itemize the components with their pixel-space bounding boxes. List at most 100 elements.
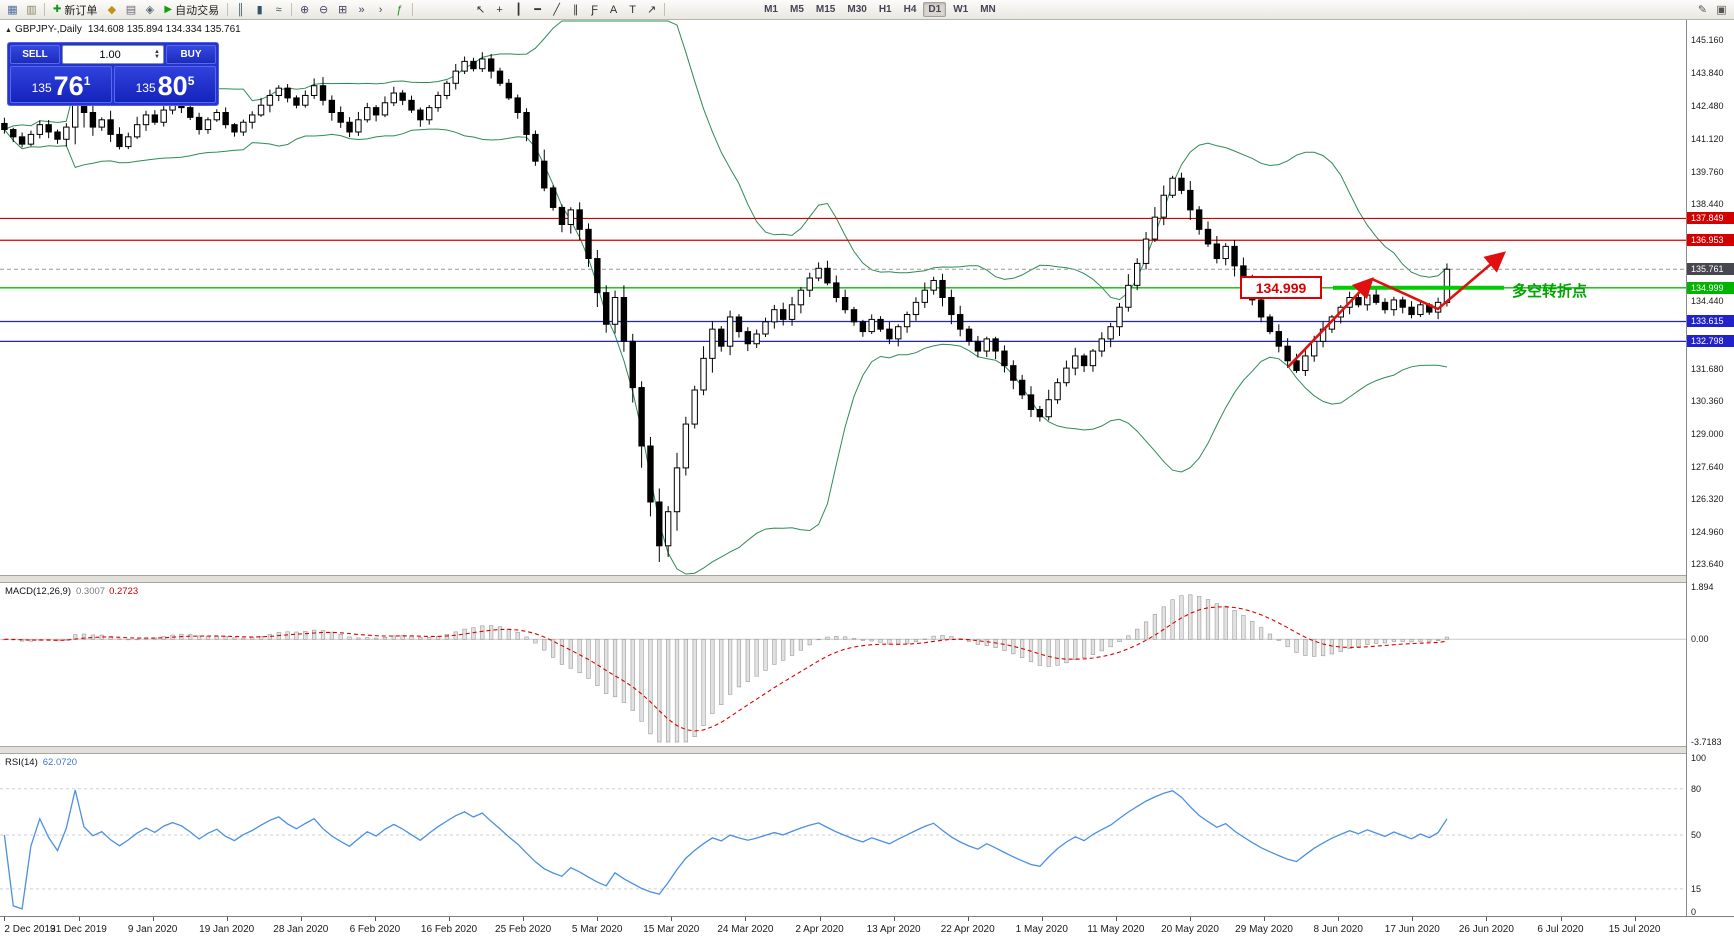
pane-separator[interactable] bbox=[0, 746, 1734, 754]
buy-button[interactable]: BUY bbox=[166, 45, 216, 64]
volume-down-icon[interactable]: ▼ bbox=[154, 53, 160, 60]
rsi-line bbox=[3, 789, 1448, 910]
sell-button[interactable]: SELL bbox=[10, 45, 60, 64]
time-axis-label: 5 Mar 2020 bbox=[571, 924, 623, 935]
new-chart-icon[interactable]: ▦ bbox=[7, 4, 18, 16]
bollinger-lower-line bbox=[4, 128, 1448, 575]
time-axis-tick bbox=[226, 917, 228, 921]
chart-shift-icon[interactable]: › bbox=[378, 3, 383, 16]
time-axis-tick bbox=[1412, 917, 1414, 921]
toolbar-separator bbox=[44, 3, 45, 16]
horizontal-level-lines[interactable] bbox=[0, 217, 1686, 343]
candlestick-chart-icon[interactable]: ▮ bbox=[256, 4, 263, 16]
data-window-icon[interactable]: ▤ bbox=[125, 4, 137, 16]
layout-icon[interactable]: ▣ bbox=[1716, 4, 1727, 16]
price-scale-label: 130.360 bbox=[1691, 395, 1724, 406]
timeframe-m15-button[interactable]: M15 bbox=[815, 4, 836, 15]
time-axis-tick bbox=[1264, 917, 1266, 921]
main-toolbar: ▦ ▥ ✚ 新订单 ◆ ▤ ◈ ▶ 自动交易 ║ ▮ ≈ ⊕ ⊖ ⊞ » › ƒ ↖ + ┃ ━ ╱ ∥ Ƒ A T ↗ M1 M5 M15… bbox=[0, 0, 1734, 20]
time-axis-label: 24 Mar 2020 bbox=[717, 924, 774, 935]
pivot-annotation-text[interactable]: 多空转折点 bbox=[1512, 283, 1588, 300]
rsi-indicator-label: RSI(14) 62.0720 bbox=[5, 757, 77, 768]
text-icon[interactable]: A bbox=[609, 3, 618, 16]
volume-input[interactable]: 1.00 ▲ ▼ bbox=[62, 45, 164, 64]
buy-price-pips: 80 bbox=[157, 71, 188, 101]
symbol-tree-toggle-icon[interactable]: ▲ bbox=[5, 27, 12, 34]
vertical-line-icon[interactable]: ┃ bbox=[515, 4, 522, 16]
time-axis-tick bbox=[745, 917, 747, 921]
volume-spinner[interactable]: ▲ ▼ bbox=[154, 48, 160, 60]
buy-price-button[interactable]: 135 80 5 bbox=[114, 66, 216, 103]
price-scale-label: 129.000 bbox=[1691, 428, 1724, 439]
timeframe-h1-button[interactable]: H1 bbox=[878, 4, 892, 15]
trendline-icon[interactable]: ╱ bbox=[553, 4, 560, 16]
time-axis-label: 19 Jan 2020 bbox=[199, 924, 255, 935]
price-scale[interactable]: 145.160 143.840 142.480 141.120 139.760 138.4… bbox=[1686, 20, 1734, 917]
crosshair-icon[interactable]: + bbox=[496, 3, 503, 16]
time-axis-tick bbox=[893, 917, 895, 921]
trend-arrow bbox=[1287, 277, 1374, 368]
time-axis-label: 20 May 2020 bbox=[1161, 924, 1219, 935]
fibonacci-icon[interactable]: Ƒ bbox=[591, 3, 598, 16]
bar-chart-icon[interactable]: ║ bbox=[236, 3, 245, 16]
autotrading-button-label: 自动交易 bbox=[175, 4, 220, 17]
auto-scroll-icon[interactable]: » bbox=[358, 3, 365, 16]
tile-windows-icon[interactable]: ⊞ bbox=[337, 4, 348, 16]
timeframe-mn-button[interactable]: MN bbox=[980, 4, 996, 15]
new-order-button[interactable]: ✚ 新订单 bbox=[48, 1, 102, 18]
indicators-icon[interactable]: ƒ bbox=[396, 3, 403, 16]
price-scale-label: 143.840 bbox=[1691, 67, 1724, 78]
time-axis-tick bbox=[671, 917, 673, 921]
time-axis[interactable]: 2 Dec 2019 31 Dec 2019 9 Jan 2020 19 Jan 20… bbox=[0, 916, 1734, 942]
horizontal-line-icon[interactable]: ━ bbox=[534, 4, 541, 16]
timeframe-m5-button[interactable]: M5 bbox=[790, 4, 804, 15]
sell-price-prefix: 135 bbox=[31, 81, 52, 95]
rsi-pane[interactable] bbox=[0, 754, 1686, 916]
channel-icon[interactable]: ∥ bbox=[572, 4, 579, 16]
sell-price-button[interactable]: 135 76 1 bbox=[10, 66, 112, 103]
price-scale-label: 123.640 bbox=[1691, 559, 1724, 570]
pane-separator[interactable] bbox=[0, 575, 1734, 583]
time-axis-tick bbox=[819, 917, 821, 921]
autotrading-icon: ▶ bbox=[164, 4, 173, 15]
price-scale-label: 142.480 bbox=[1691, 100, 1724, 111]
timeframe-h4-button[interactable]: H4 bbox=[903, 4, 917, 15]
pivot-price-label[interactable]: 134.999 bbox=[1240, 276, 1322, 299]
line-chart-icon[interactable]: ≈ bbox=[275, 3, 282, 16]
chart-symbol-period: GBPJPY-,Daily bbox=[14, 24, 82, 35]
navigator-icon[interactable]: ◈ bbox=[145, 4, 155, 16]
sell-price-point: 1 bbox=[83, 74, 91, 88]
time-axis-tick bbox=[967, 917, 969, 921]
toolbar-separator bbox=[291, 3, 293, 16]
trend-arrows[interactable] bbox=[1287, 251, 1506, 368]
buy-price-point: 5 bbox=[187, 74, 195, 88]
volume-up-icon[interactable]: ▲ bbox=[154, 48, 160, 55]
zoom-out-icon[interactable]: ⊖ bbox=[318, 4, 329, 16]
price-scale-label: 145.160 bbox=[1691, 35, 1724, 46]
time-axis-label: 26 Jun 2020 bbox=[1458, 924, 1514, 935]
timeframe-m1-button[interactable]: M1 bbox=[764, 4, 778, 15]
timeframe-w1-button[interactable]: W1 bbox=[953, 4, 969, 15]
time-axis-label: 16 Feb 2020 bbox=[420, 924, 478, 935]
cursor-icon[interactable]: ↖ bbox=[475, 4, 486, 16]
macd-pane[interactable] bbox=[0, 583, 1686, 746]
edit-icon[interactable]: ✎ bbox=[1697, 4, 1708, 16]
timeframe-m30-button[interactable]: M30 bbox=[847, 4, 867, 15]
price-pane[interactable] bbox=[0, 20, 1686, 575]
zoom-in-icon[interactable]: ⊕ bbox=[299, 4, 310, 16]
timeframe-d1-button[interactable]: D1 bbox=[923, 2, 947, 17]
rsi-scale-label: 80 bbox=[1691, 783, 1702, 794]
price-scale-label: 126.320 bbox=[1691, 494, 1724, 505]
time-axis-label: 1 May 2020 bbox=[1015, 924, 1068, 935]
price-level-marker: 137.849 bbox=[1687, 212, 1734, 225]
arrows-icon[interactable]: ↗ bbox=[646, 4, 657, 16]
macd-scale-label: 0.00 bbox=[1691, 634, 1709, 645]
toolbar-separator bbox=[227, 3, 229, 16]
autotrading-button[interactable]: ▶ 自动交易 bbox=[159, 1, 224, 18]
time-axis-label: 6 Feb 2020 bbox=[349, 924, 401, 935]
label-icon[interactable]: T bbox=[629, 3, 636, 16]
profiles-icon[interactable]: ▥ bbox=[26, 4, 37, 16]
market-watch-icon[interactable]: ◆ bbox=[107, 4, 117, 16]
new-order-button-label: 新订单 bbox=[64, 4, 98, 17]
time-axis-tick bbox=[449, 917, 450, 921]
